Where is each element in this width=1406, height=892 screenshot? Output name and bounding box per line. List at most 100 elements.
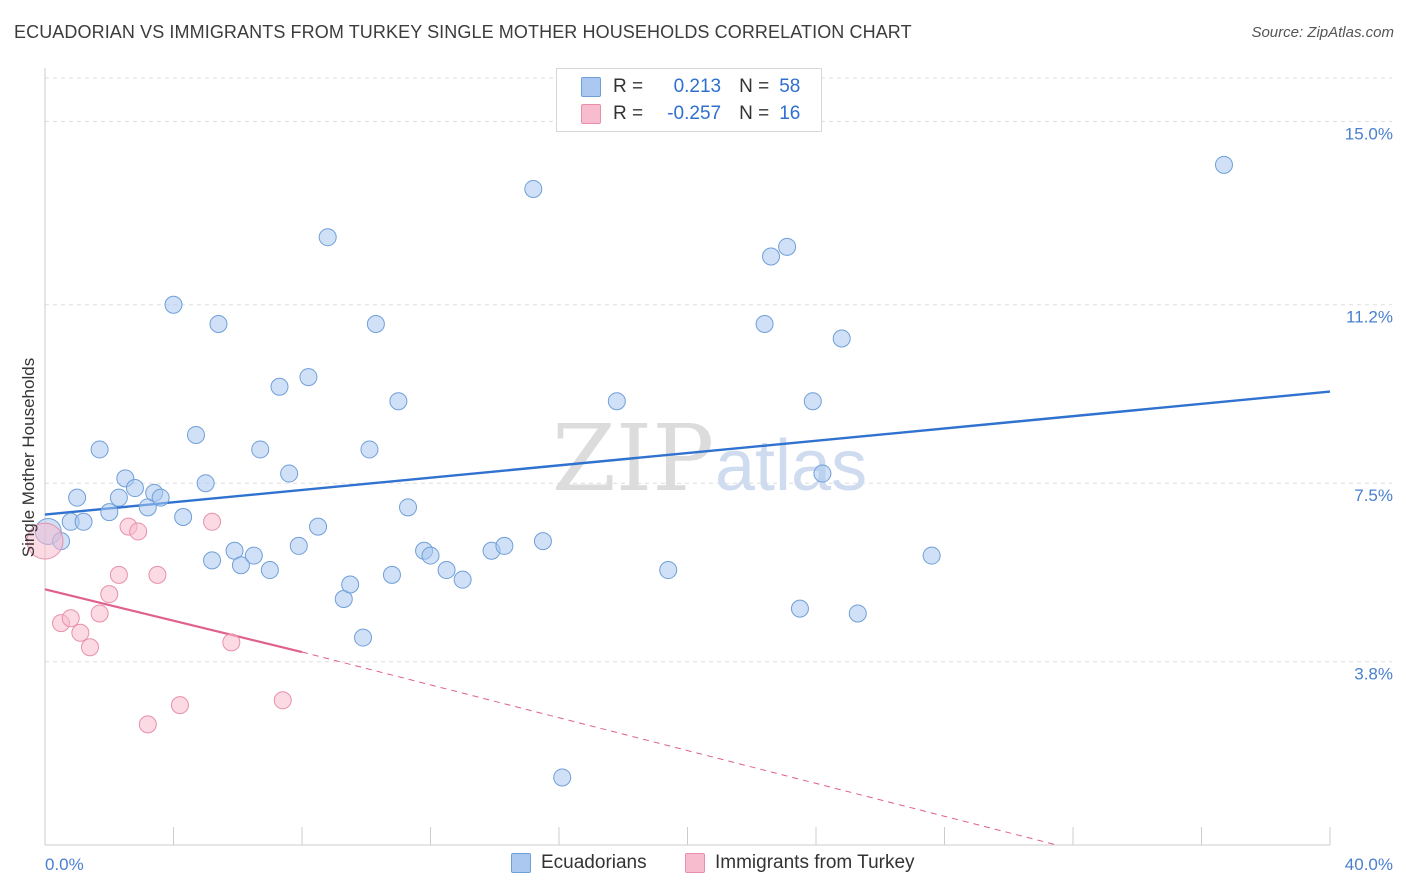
series-legend-turkey[interactable]: Immigrants from Turkey <box>685 852 915 874</box>
point-ecuadorians <box>309 517 328 536</box>
point-ecuadorians <box>421 546 440 565</box>
point-ecuadorians <box>607 392 626 411</box>
chart-title: ECUADORIAN VS IMMIGRANTS FROM TURKEY SIN… <box>14 22 912 42</box>
point-ecuadorians <box>832 329 851 348</box>
watermark: ZIP atlas <box>552 405 867 512</box>
point-ecuadorians <box>848 604 867 623</box>
point-ecuadorians <box>437 561 456 580</box>
point-turkey <box>90 604 109 623</box>
trend-line-turkey <box>44 588 303 654</box>
point-turkey <box>100 585 119 604</box>
point-ecuadorians <box>389 392 408 411</box>
point-turkey <box>138 715 157 734</box>
point-ecuadorians <box>360 440 379 459</box>
y-tick-label: 11.2% <box>1346 308 1393 327</box>
point-ecuadorians <box>318 228 337 247</box>
point-ecuadorians <box>299 368 318 387</box>
legend-r-value: -0.257 <box>667 103 722 124</box>
y-tick-label: 3.8% <box>1354 665 1393 684</box>
grid-lines <box>45 77 1392 663</box>
trend-line-ecuadorians <box>44 390 1331 516</box>
legend-row-ecuadorians: R = 0.213 N = 58 <box>581 75 800 99</box>
point-ecuadorians <box>803 392 822 411</box>
point-ecuadorians <box>209 315 228 334</box>
point-ecuadorians <box>100 503 119 522</box>
point-ecuadorians <box>109 488 128 507</box>
point-ecuadorians <box>203 551 222 570</box>
point-ecuadorians <box>553 768 572 787</box>
point-ecuadorians <box>244 546 263 565</box>
legend-n-label: N = <box>739 76 770 97</box>
point-ecuadorians <box>762 247 781 266</box>
point-ecuadorians <box>366 315 385 334</box>
point-turkey <box>203 512 222 531</box>
y-axis-label: Single Mother Households <box>19 358 38 557</box>
series-legend-label: Immigrants from Turkey <box>715 852 915 873</box>
legend-r-label: R = <box>613 76 644 97</box>
point-ecuadorians <box>68 488 87 507</box>
source-label: Source: ZipAtlas.com <box>1251 24 1394 41</box>
y-tick-label: 15.0% <box>1345 124 1393 143</box>
trend-lines <box>44 390 1331 846</box>
legend-r-value: 0.213 <box>673 76 722 97</box>
point-ecuadorians <box>151 488 170 507</box>
point-ecuadorians <box>533 532 552 551</box>
series-legend: Ecuadorians Immigrants from Turkey <box>0 852 1406 878</box>
point-ecuadorians <box>74 512 93 531</box>
legend-n-value: 16 <box>779 103 801 124</box>
point-ecuadorians <box>399 498 418 517</box>
data-points <box>26 155 1233 787</box>
point-turkey <box>61 609 80 628</box>
point-ecuadorians <box>755 315 774 334</box>
x-tick-label: 40.0% <box>1345 855 1393 874</box>
point-turkey <box>222 633 241 652</box>
point-ecuadorians <box>251 440 270 459</box>
point-ecuadorians <box>354 628 373 647</box>
series-legend-ecuadorians[interactable]: Ecuadorians <box>511 852 647 874</box>
point-turkey <box>71 623 90 642</box>
point-ecuadorians <box>659 561 678 580</box>
legend-swatch-blue <box>581 77 601 97</box>
correlation-legend: R = 0.213 N = 58 R = -0.257 N = 16 <box>556 68 822 132</box>
point-ecuadorians <box>196 474 215 493</box>
x-tick-label: 0.0% <box>45 855 84 874</box>
series-legend-label: Ecuadorians <box>541 852 647 873</box>
point-ecuadorians <box>1214 155 1233 174</box>
point-ecuadorians <box>90 440 109 459</box>
legend-swatch-blue <box>511 853 531 873</box>
point-turkey <box>26 522 64 560</box>
point-ecuadorians <box>382 565 401 584</box>
point-ecuadorians <box>231 556 250 575</box>
legend-r-label: R = <box>613 103 644 124</box>
axes <box>44 68 1331 846</box>
point-turkey <box>273 691 292 710</box>
legend-row-turkey: R = -0.257 N = 16 <box>581 102 800 126</box>
point-ecuadorians <box>174 507 193 526</box>
point-ecuadorians <box>280 464 299 483</box>
point-ecuadorians <box>164 295 183 314</box>
trend-line-turkey-extended <box>301 651 1058 846</box>
point-ecuadorians <box>813 464 832 483</box>
point-ecuadorians <box>790 599 809 618</box>
point-turkey <box>170 696 189 715</box>
point-ecuadorians <box>270 377 289 396</box>
point-ecuadorians <box>922 546 941 565</box>
y-tick-label: 7.5% <box>1354 486 1393 505</box>
point-ecuadorians <box>260 561 279 580</box>
point-turkey <box>80 638 99 657</box>
point-turkey <box>129 522 148 541</box>
axis-labels: 3.8% 7.5% 11.2% 15.0% 0.0% 40.0% Single Mother… <box>19 124 1393 874</box>
point-ecuadorians <box>186 425 205 444</box>
point-turkey <box>148 565 167 584</box>
legend-swatch-pink <box>685 853 705 873</box>
point-ecuadorians <box>778 237 797 256</box>
point-ecuadorians <box>341 575 360 594</box>
point-ecuadorians <box>524 179 543 198</box>
point-ecuadorians <box>453 570 472 589</box>
point-ecuadorians <box>125 479 144 498</box>
legend-swatch-pink <box>581 104 601 124</box>
legend-n-value: 58 <box>779 76 801 97</box>
point-ecuadorians <box>289 536 308 555</box>
point-ecuadorians <box>495 536 514 555</box>
